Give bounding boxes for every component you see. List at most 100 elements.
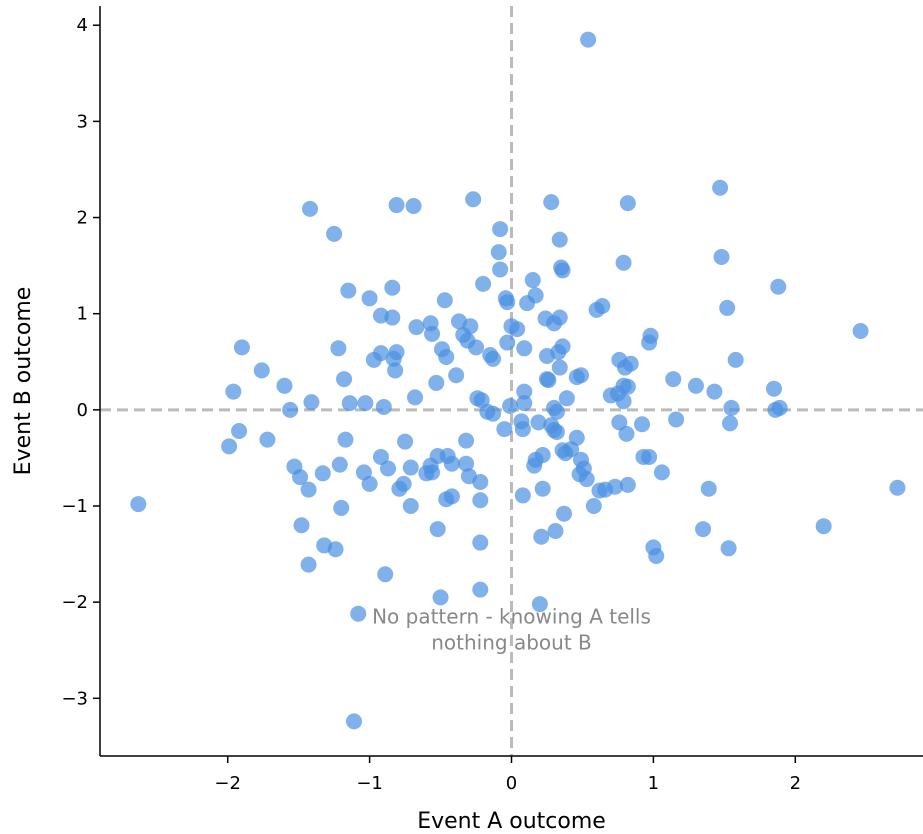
data-point — [516, 395, 533, 412]
data-point — [852, 323, 869, 339]
data-point — [327, 541, 344, 558]
y-tick-label: 4 — [77, 15, 88, 36]
data-point — [475, 275, 492, 292]
data-point — [225, 383, 242, 400]
data-point — [580, 31, 597, 48]
data-point — [407, 389, 424, 406]
data-point — [429, 521, 446, 538]
data-point — [516, 340, 533, 357]
data-point — [496, 421, 513, 438]
data-point — [387, 362, 404, 379]
data-point — [720, 540, 737, 557]
data-point — [253, 362, 270, 379]
data-point — [231, 423, 248, 439]
data-point — [293, 517, 310, 534]
data-point — [282, 401, 299, 418]
data-point — [330, 340, 347, 357]
data-point — [540, 372, 557, 389]
data-point — [485, 405, 502, 422]
data-point — [424, 325, 441, 342]
data-point — [130, 496, 147, 513]
data-point — [619, 195, 636, 212]
data-point — [340, 282, 357, 299]
data-point — [341, 395, 358, 412]
x-tick-label: 0 — [506, 773, 517, 794]
data-point — [365, 351, 382, 368]
data-point — [687, 377, 704, 394]
data-point — [337, 431, 354, 448]
data-point — [641, 448, 658, 465]
data-point — [276, 377, 293, 394]
data-point — [384, 309, 401, 326]
data-point — [766, 380, 783, 397]
y-tick-label: 1 — [77, 304, 88, 325]
data-point — [314, 465, 331, 482]
x-axis-label: Event A outcome — [417, 809, 606, 834]
data-point — [551, 231, 568, 248]
y-tick-label: −1 — [61, 496, 88, 517]
data-point — [585, 498, 602, 514]
data-point — [499, 334, 516, 351]
data-point — [668, 411, 685, 428]
data-point — [551, 359, 568, 376]
data-point — [573, 367, 590, 384]
data-point — [648, 548, 665, 564]
data-point — [472, 492, 489, 509]
data-point — [578, 471, 595, 488]
data-point — [221, 438, 238, 455]
x-axis-ticks: −2 −1 0 1 2 — [214, 756, 801, 794]
data-point — [485, 350, 502, 367]
data-point — [458, 455, 475, 472]
data-point — [723, 399, 740, 416]
data-point — [611, 414, 628, 431]
y-axis-ticks: −3 −2 −1 0 1 2 3 4 — [61, 15, 100, 709]
data-point — [438, 491, 455, 508]
data-point — [436, 292, 453, 309]
data-point — [665, 371, 682, 388]
data-point — [594, 298, 611, 314]
data-point — [472, 581, 489, 598]
data-point — [502, 398, 519, 414]
data-point — [331, 456, 348, 473]
data-point — [492, 261, 509, 278]
data-point — [547, 523, 564, 539]
annotation-line: No pattern - knowing A tells — [372, 604, 651, 628]
y-tick-label: 3 — [77, 111, 88, 132]
data-point — [233, 339, 250, 356]
data-point — [615, 393, 632, 410]
data-point — [492, 221, 509, 238]
annotation-line: nothing about B — [431, 630, 592, 654]
data-point — [727, 351, 744, 368]
x-tick-label: −2 — [214, 773, 241, 794]
data-point — [653, 464, 670, 481]
data-point — [443, 455, 460, 472]
data-point — [336, 371, 353, 388]
data-point — [377, 566, 394, 583]
data-point — [402, 459, 419, 476]
data-point — [380, 460, 397, 477]
data-point — [490, 244, 507, 261]
data-point — [524, 272, 541, 289]
data-point — [465, 191, 482, 208]
data-point — [815, 518, 832, 535]
data-point — [458, 432, 475, 449]
data-point — [557, 445, 574, 462]
data-point — [712, 179, 729, 196]
data-point — [618, 425, 635, 442]
data-point — [375, 398, 392, 415]
data-point — [468, 339, 485, 356]
data-point — [889, 479, 906, 496]
data-point — [499, 294, 516, 311]
data-point — [642, 327, 659, 344]
data-point — [558, 390, 575, 407]
data-point — [548, 423, 565, 440]
data-point — [361, 290, 378, 307]
data-point — [615, 254, 632, 271]
data-point — [556, 505, 573, 522]
data-point — [719, 299, 736, 316]
data-point — [548, 403, 565, 420]
data-point — [472, 534, 489, 551]
data-point — [713, 248, 730, 265]
data-point — [372, 448, 389, 465]
